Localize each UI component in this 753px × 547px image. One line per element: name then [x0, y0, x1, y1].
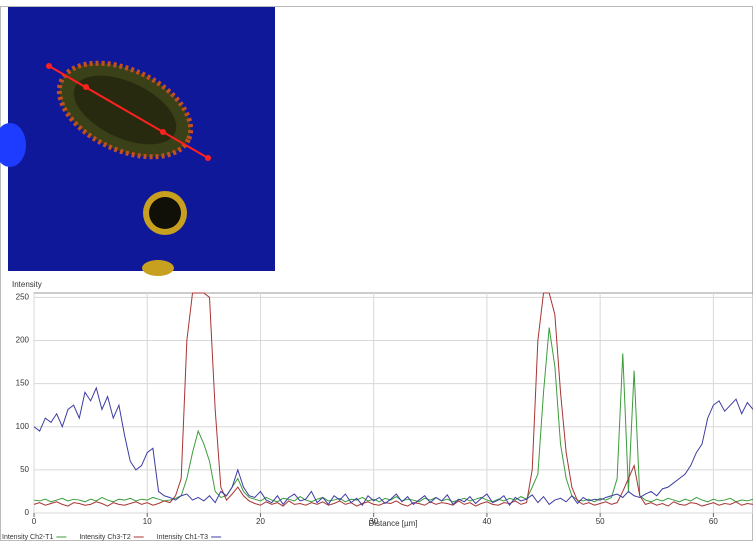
legend-label: Intensity Ch1-T3 — [157, 534, 208, 541]
legend-label: Intensity Ch3-T2 — [79, 534, 130, 541]
y-tick-label: 0 — [25, 508, 30, 517]
x-tick-label: 40 — [482, 517, 491, 526]
x-tick-label: 50 — [596, 517, 605, 526]
x-tick-label: 20 — [256, 517, 265, 526]
legend-label: Intensity Ch2-T1 — [2, 534, 53, 541]
y-tick-label: 200 — [16, 336, 30, 345]
y-tick-label: 250 — [16, 292, 30, 301]
y-tick-label: 150 — [16, 379, 30, 388]
x-tick-label: 10 — [143, 517, 152, 526]
plot-background — [34, 293, 753, 513]
x-tick-label: 60 — [709, 517, 718, 526]
y-axis-label: Intensity — [12, 280, 42, 289]
x-tick-label: 0 — [32, 517, 37, 526]
y-tick-label: 100 — [16, 422, 30, 431]
x-tick-label: 30 — [369, 517, 378, 526]
micrograph — [0, 7, 275, 276]
page: Intensity Distance [µm] 0501001502002500… — [0, 0, 753, 547]
y-tick-label: 50 — [20, 465, 29, 474]
chart: Intensity Distance [µm] 0501001502002500… — [0, 0, 753, 542]
